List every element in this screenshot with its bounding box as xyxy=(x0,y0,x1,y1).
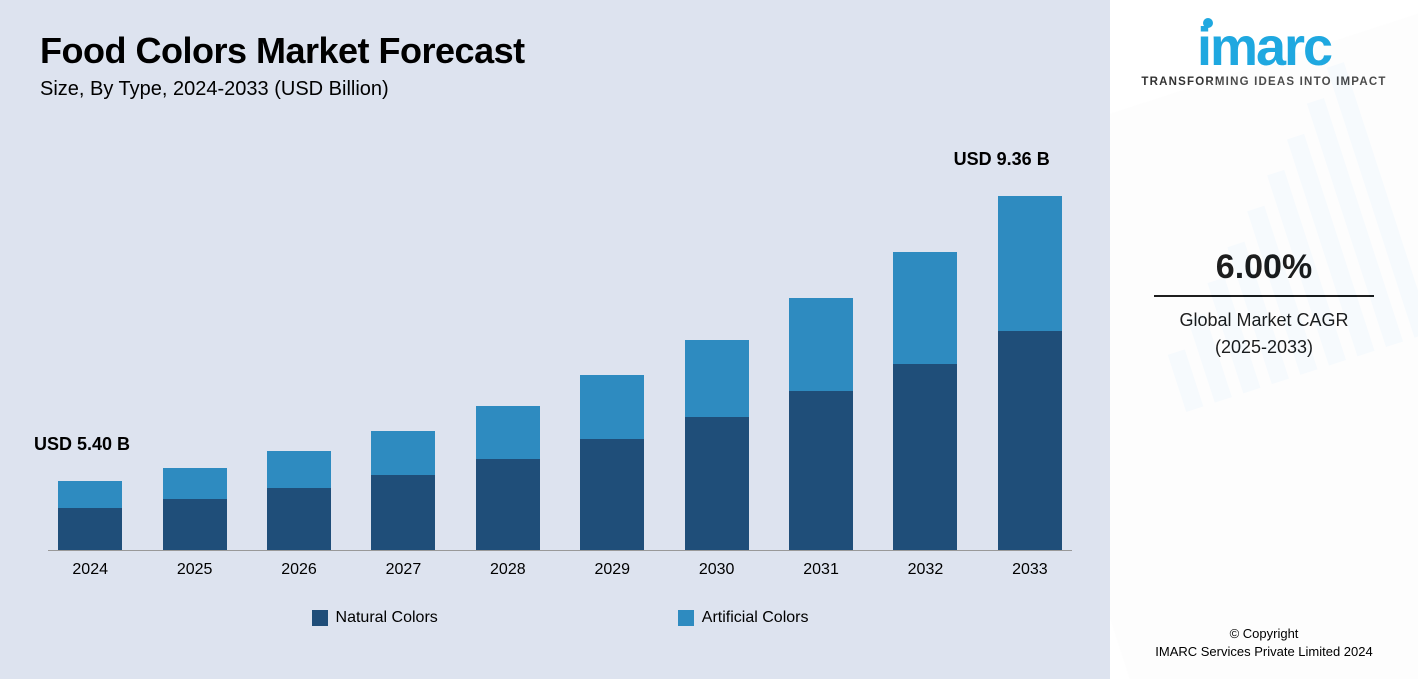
bar-container: USD 5.40 B USD 9.36 B xyxy=(48,131,1072,551)
bar-segment-artificial xyxy=(685,340,749,417)
legend-label: Natural Colors xyxy=(336,609,438,627)
bar-stack xyxy=(58,481,122,550)
logo-wordmark: imarc xyxy=(1197,20,1331,74)
bar-column xyxy=(789,298,853,550)
bar-stack xyxy=(163,468,227,550)
bar-segment-artificial xyxy=(267,451,331,489)
plot-area: USD 5.40 BUSD 9.36 B 2024202520262027202… xyxy=(40,111,1080,581)
bar-segment-natural xyxy=(685,417,749,550)
bar-segment-artificial xyxy=(789,298,853,391)
legend-swatch-icon xyxy=(678,610,694,626)
cagr-box: 6.00% Global Market CAGR (2025-2033) xyxy=(1128,248,1400,361)
bar-segment-artificial xyxy=(371,431,435,475)
cagr-label: Global Market CAGR (2025-2033) xyxy=(1128,307,1400,361)
bar-column xyxy=(267,451,331,550)
x-axis-label: 2029 xyxy=(580,555,644,581)
logo-text: imarc xyxy=(1197,17,1331,77)
bar-segment-artificial xyxy=(163,468,227,499)
bar-segment-artificial xyxy=(58,481,122,508)
bar-column: USD 9.36 B xyxy=(998,196,1062,550)
x-axis-label: 2028 xyxy=(476,555,540,581)
logo-tagline: TRANSFORMING IDEAS INTO IMPACT xyxy=(1128,76,1400,88)
x-axis-label: 2026 xyxy=(267,555,331,581)
x-axis-label: 2030 xyxy=(684,555,748,581)
bar-stack xyxy=(371,431,435,550)
bar-segment-natural xyxy=(267,488,331,550)
bar-stack xyxy=(267,451,331,550)
x-axis-label: 2031 xyxy=(789,555,853,581)
bar-stack xyxy=(476,406,540,550)
brand-logo: imarc TRANSFORMING IDEAS INTO IMPACT xyxy=(1128,20,1400,88)
chart-panel: Food Colors Market Forecast Size, By Typ… xyxy=(0,0,1110,679)
x-axis-label: 2025 xyxy=(162,555,226,581)
bar-column xyxy=(580,375,644,550)
bar-segment-artificial xyxy=(893,252,957,365)
chart-title: Food Colors Market Forecast xyxy=(40,30,1080,72)
bar-segment-natural xyxy=(580,439,644,550)
side-panel: imarc TRANSFORMING IDEAS INTO IMPACT 6.0… xyxy=(1110,0,1418,679)
bar-column: USD 5.40 B xyxy=(58,481,122,550)
x-axis-label: 2032 xyxy=(893,555,957,581)
bar-segment-natural xyxy=(163,499,227,550)
bar-column xyxy=(476,406,540,550)
bar-column xyxy=(162,468,226,550)
legend-swatch-icon xyxy=(312,610,328,626)
x-axis-label: 2033 xyxy=(998,555,1062,581)
bar-segment-natural xyxy=(789,391,853,550)
bar-stack xyxy=(789,298,853,550)
bar-column xyxy=(371,431,435,550)
bar-segment-natural xyxy=(58,508,122,550)
bar-segment-artificial xyxy=(580,375,644,439)
bar-stack xyxy=(893,252,957,550)
x-axis-label: 2027 xyxy=(371,555,435,581)
logo-dot-icon xyxy=(1203,18,1213,28)
bar-segment-natural xyxy=(371,475,435,550)
x-axis-label: 2024 xyxy=(58,555,122,581)
value-callout: USD 9.36 B xyxy=(954,149,1050,170)
legend-item-artificial: Artificial Colors xyxy=(678,609,809,627)
copyright: © Copyright IMARC Services Private Limit… xyxy=(1110,625,1418,661)
page-wrap: Food Colors Market Forecast Size, By Typ… xyxy=(0,0,1418,679)
chart-subtitle: Size, By Type, 2024-2033 (USD Billion) xyxy=(40,78,1080,101)
bar-segment-artificial xyxy=(476,406,540,459)
bar-segment-natural xyxy=(893,364,957,550)
legend-item-natural: Natural Colors xyxy=(312,609,438,627)
bar-column xyxy=(684,340,748,550)
legend-label: Artificial Colors xyxy=(702,609,809,627)
bar-column xyxy=(893,252,957,550)
bar-stack xyxy=(998,196,1062,550)
value-callout: USD 5.40 B xyxy=(34,434,130,455)
bar-segment-artificial xyxy=(998,196,1062,331)
bar-stack xyxy=(580,375,644,550)
bar-segment-natural xyxy=(998,331,1062,550)
bar-stack xyxy=(685,340,749,550)
x-axis: 2024 2025 2026 2027 2028 2029 2030 2031 2032 2033 xyxy=(48,555,1072,581)
legend: Natural Colors Artificial Colors xyxy=(40,609,1080,627)
bar-segment-natural xyxy=(476,459,540,550)
cagr-value: 6.00% xyxy=(1128,248,1400,287)
divider xyxy=(1154,295,1374,297)
